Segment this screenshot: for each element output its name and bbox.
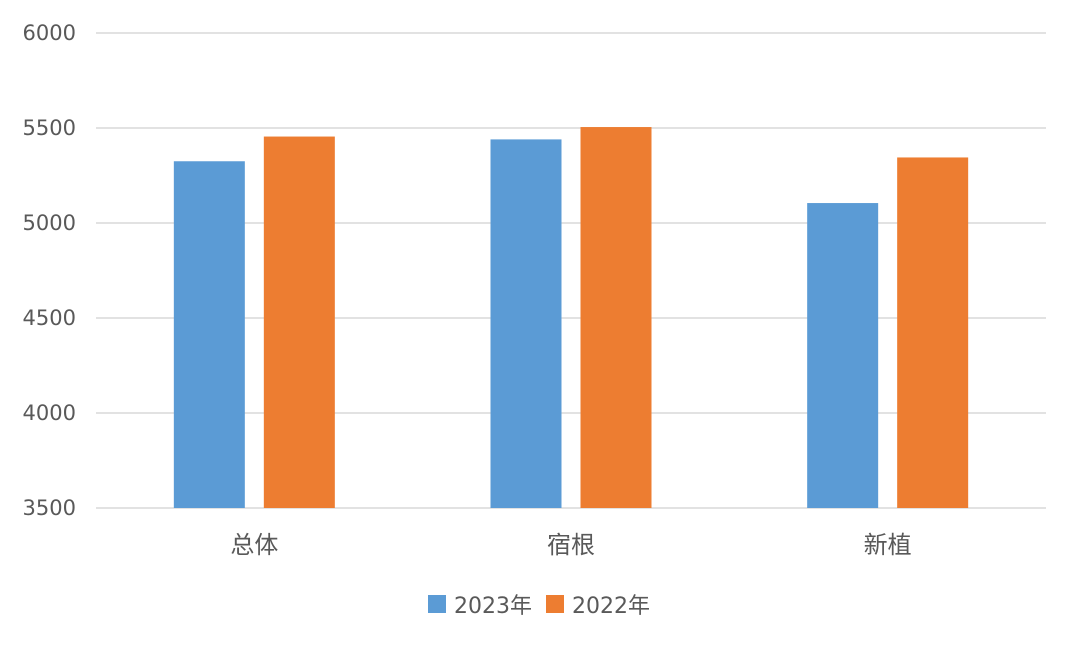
gridlines: [96, 32, 1046, 509]
y-axis-ticks: 3500 4000 4500 5000 5500 6000: [23, 21, 76, 520]
legend-swatch-2023年: [428, 595, 446, 613]
y-tick-label: 4500: [23, 306, 76, 330]
legend-swatch-2022年: [546, 595, 564, 613]
y-tick-label: 5000: [23, 211, 76, 235]
x-category-label: 新植: [864, 531, 912, 559]
legend: 2023年 2022年: [428, 594, 650, 619]
x-axis-categories: 总体 宿根 新植: [230, 531, 911, 559]
bar-总体-2022年: [263, 136, 335, 509]
bar-总体-2023年: [173, 161, 245, 508]
bar-宿根-2023年: [490, 139, 562, 508]
bar-宿根-2022年: [580, 127, 652, 509]
x-category-label: 宿根: [547, 531, 595, 559]
y-tick-label: 6000: [23, 21, 76, 45]
legend-label: 2023年: [454, 594, 532, 619]
x-category-label: 总体: [230, 531, 278, 559]
bar-新植-2022年: [897, 157, 969, 508]
y-tick-label: 5500: [23, 116, 76, 140]
y-tick-label: 4000: [23, 401, 76, 425]
y-tick-label: 3500: [23, 496, 76, 520]
bars: [173, 127, 969, 509]
bar-新植-2023年: [807, 203, 879, 509]
legend-label: 2022年: [572, 594, 650, 619]
